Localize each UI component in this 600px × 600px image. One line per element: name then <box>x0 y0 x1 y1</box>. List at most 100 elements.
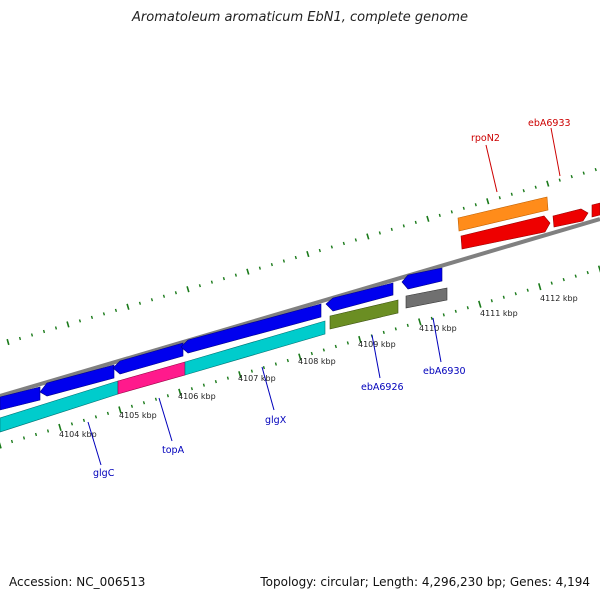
outer-tick <box>198 284 201 288</box>
tick-label-4112: 4112 kbp <box>540 294 578 303</box>
inner-tick <box>106 411 110 416</box>
inner-tick <box>418 318 422 326</box>
inner-tick <box>502 295 505 299</box>
inner-tick <box>238 371 242 379</box>
tick-label-4104: 4104 kbp <box>59 430 97 439</box>
inner-tick <box>322 348 325 352</box>
leader-ebA6933 <box>550 127 561 177</box>
outer-tick <box>522 189 525 193</box>
inner-tick <box>34 432 38 437</box>
inner-tick <box>538 283 542 291</box>
leader-ebA6926 <box>371 334 381 379</box>
inner-tick <box>310 351 313 356</box>
tick-label-4111: 4111 kbp <box>480 309 518 318</box>
outer-tick <box>438 213 441 217</box>
inner-tick <box>394 327 397 331</box>
inner-tick <box>406 323 409 327</box>
outer-tick <box>474 203 477 207</box>
outer-tick <box>486 198 490 205</box>
tick-label-4109: 4109 kbp <box>358 340 396 349</box>
gene-label-topA[interactable]: topA <box>162 445 185 456</box>
backbone-line <box>0 217 600 398</box>
inner-tick <box>166 394 169 398</box>
gene-label-rpoN2[interactable]: rpoN2 <box>471 133 500 144</box>
feature-ebA6926-blue[interactable] <box>325 282 394 312</box>
feature-red-small-2[interactable] <box>591 202 600 218</box>
feature-glgX-blue[interactable] <box>180 303 322 354</box>
feature-ebA6933[interactable] <box>460 215 551 250</box>
gene-label-glgC[interactable]: glgC <box>93 468 115 479</box>
outer-tick <box>498 196 501 200</box>
inner-tick <box>142 401 146 405</box>
outer-tick <box>150 298 154 302</box>
inner-tick <box>466 306 469 310</box>
outer-tick <box>54 326 58 330</box>
outer-tick <box>18 336 22 341</box>
outer-tick <box>6 338 10 346</box>
outer-tick <box>66 321 70 328</box>
outer-tick <box>258 266 261 270</box>
gene-label-ebA6930[interactable]: ebA6930 <box>423 366 466 377</box>
feature-ebA6930[interactable] <box>405 287 448 309</box>
inner-tick <box>586 270 589 275</box>
inner-tick <box>274 362 277 366</box>
outer-tick <box>354 238 357 242</box>
outer-tick <box>570 174 573 179</box>
gene-label-glgX[interactable]: glgX <box>265 415 287 426</box>
inner-tick <box>430 316 433 320</box>
outer-tick <box>174 291 177 295</box>
inner-tick <box>514 292 517 296</box>
inner-tick <box>250 369 253 373</box>
inner-tick <box>130 404 134 408</box>
genome-summary-text: Topology: circular; Length: 4,296,230 bp… <box>260 575 590 589</box>
inner-tick <box>118 406 122 414</box>
leader-glgX <box>261 366 275 411</box>
inner-tick <box>154 397 158 401</box>
inner-tick <box>286 358 289 363</box>
feature-topA-blue[interactable] <box>112 342 184 375</box>
outer-tick <box>462 206 465 210</box>
tick-label-4108: 4108 kbp <box>298 357 336 366</box>
feature-ebA6930-blue[interactable] <box>401 267 443 290</box>
outer-tick <box>390 227 393 231</box>
feature-ebA6926[interactable] <box>329 299 399 330</box>
outer-tick <box>366 233 370 240</box>
feature-blue-left[interactable] <box>0 386 41 411</box>
inner-tick <box>58 423 62 432</box>
outer-tick <box>318 248 321 253</box>
feature-rpoN2[interactable] <box>457 196 549 232</box>
gene-label-ebA6933[interactable]: ebA6933 <box>528 118 571 129</box>
outer-tick <box>330 245 333 249</box>
outer-tick <box>582 171 585 175</box>
outer-tick <box>234 273 237 277</box>
inner-tick <box>334 344 337 349</box>
outer-tick <box>30 333 34 337</box>
outer-tick <box>114 308 118 313</box>
outer-tick <box>426 215 430 222</box>
feature-glgC-blue[interactable] <box>39 364 115 397</box>
inner-tick <box>202 383 205 387</box>
inner-tick <box>10 439 14 444</box>
inner-tick <box>526 288 529 292</box>
feature-glgX[interactable] <box>184 320 326 376</box>
inner-tick <box>82 418 86 423</box>
leader-glgC <box>87 421 102 466</box>
inner-tick <box>178 388 182 396</box>
inner-tick <box>574 274 577 278</box>
inner-tick <box>0 442 2 449</box>
feature-red-small-1[interactable] <box>552 208 589 228</box>
tick-label-4105: 4105 kbp <box>119 411 157 420</box>
outer-tick <box>126 303 130 310</box>
inner-tick <box>226 376 229 380</box>
outer-tick <box>78 319 82 323</box>
inner-tick <box>550 281 553 285</box>
outer-tick <box>594 167 597 172</box>
gene-label-ebA6926[interactable]: ebA6926 <box>361 382 404 393</box>
outer-tick <box>162 294 166 298</box>
outer-tick <box>222 277 225 281</box>
outer-tick <box>282 259 285 263</box>
leader-rpoN2 <box>485 144 498 193</box>
inner-tick <box>22 436 26 440</box>
inner-tick <box>490 299 493 303</box>
inner-tick <box>262 366 265 370</box>
